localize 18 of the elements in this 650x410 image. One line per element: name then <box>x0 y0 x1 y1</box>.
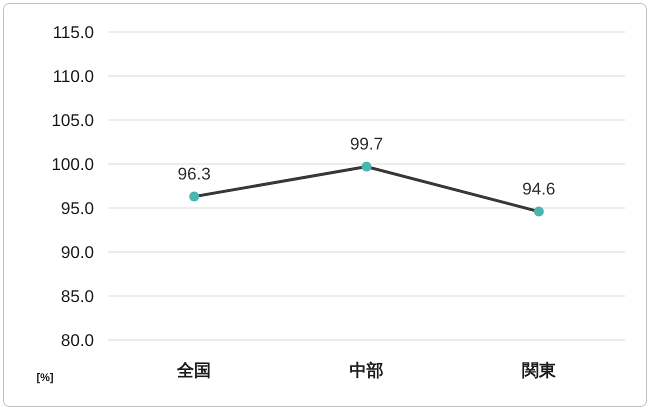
y-tick-label: 90.0 <box>60 243 94 262</box>
y-tick-label: 100.0 <box>51 155 94 174</box>
y-tick-label: 95.0 <box>60 199 94 218</box>
point <box>362 162 372 172</box>
y-tick-label: 80.0 <box>60 331 94 350</box>
y-tick-label: 110.0 <box>52 67 94 86</box>
y-tick-label: 105.0 <box>51 111 94 130</box>
point <box>534 206 544 217</box>
data-label: 99.7 <box>350 134 384 154</box>
data-label: 94.6 <box>522 180 556 199</box>
y-tick-label: 85.0 <box>60 287 94 306</box>
x-tick-label: 中部 <box>350 361 384 380</box>
y-axis-title: [%] <box>36 372 54 384</box>
y-tick-label: 115.0 <box>52 23 94 42</box>
data-label: 96.3 <box>178 164 211 184</box>
x-tick-label: 全国 <box>176 361 212 380</box>
point <box>189 192 200 202</box>
x-tick-label: 関東 <box>522 361 557 380</box>
